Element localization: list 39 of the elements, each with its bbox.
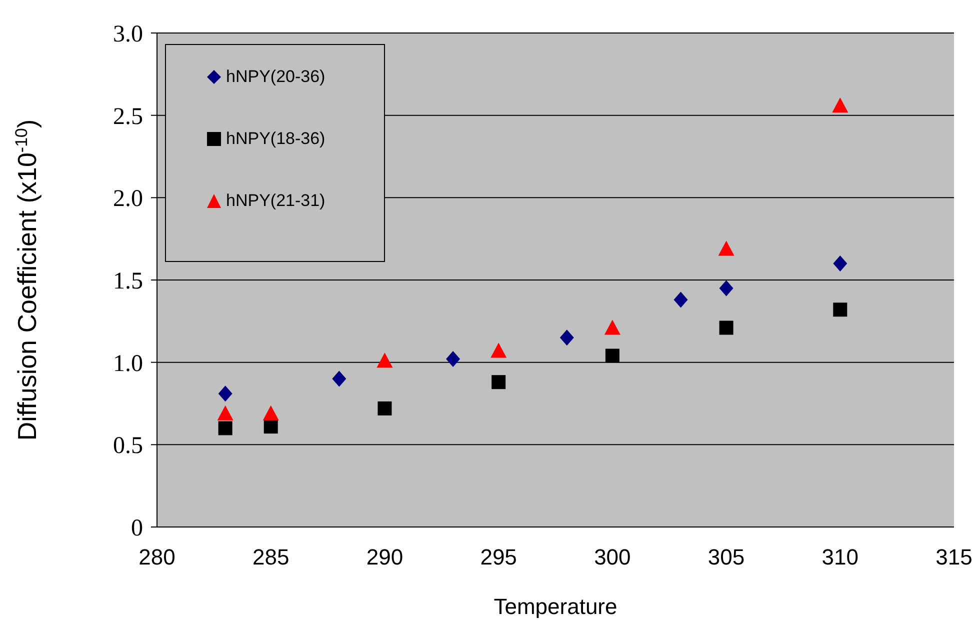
x-tick-label: 285	[252, 544, 290, 570]
point	[446, 351, 460, 368]
x-tick-label: 295	[480, 544, 517, 570]
point	[719, 320, 734, 335]
y-tick-label: 3.0	[113, 22, 143, 48]
y-tick-label: 2.5	[113, 104, 143, 130]
y-tick-label: 2.0	[113, 186, 143, 212]
legend-label: hNPY(20-36)	[226, 67, 326, 87]
point	[218, 421, 232, 436]
point	[376, 352, 393, 368]
x-tick-label: 280	[138, 544, 176, 570]
point	[492, 375, 506, 390]
point	[674, 292, 688, 308]
legend-label: hNPY(18-36)	[226, 129, 326, 149]
point	[833, 302, 848, 317]
point	[605, 348, 620, 363]
y-tick-label: 0.5	[113, 433, 143, 460]
point	[560, 330, 574, 346]
y-tick-label: 1.5	[113, 268, 143, 295]
x-tick-label: 305	[708, 544, 745, 570]
point	[832, 97, 848, 112]
y-tick-label: 0	[131, 516, 143, 542]
point	[604, 320, 620, 335]
point	[262, 405, 279, 420]
point	[378, 401, 392, 416]
y-tick-label: 1.0	[113, 350, 143, 377]
legend-label: hNPY(21-31)	[226, 191, 326, 211]
point	[264, 420, 278, 434]
point	[490, 342, 507, 358]
point	[833, 256, 848, 272]
point	[718, 240, 734, 256]
x-tick-label: 315	[936, 544, 972, 570]
point	[218, 386, 232, 402]
x-tick-label: 300	[594, 544, 631, 570]
point	[332, 370, 346, 387]
point	[217, 405, 234, 420]
x-tick-label: 290	[366, 544, 404, 570]
x-tick-label: 310	[822, 544, 858, 570]
point	[719, 280, 734, 296]
